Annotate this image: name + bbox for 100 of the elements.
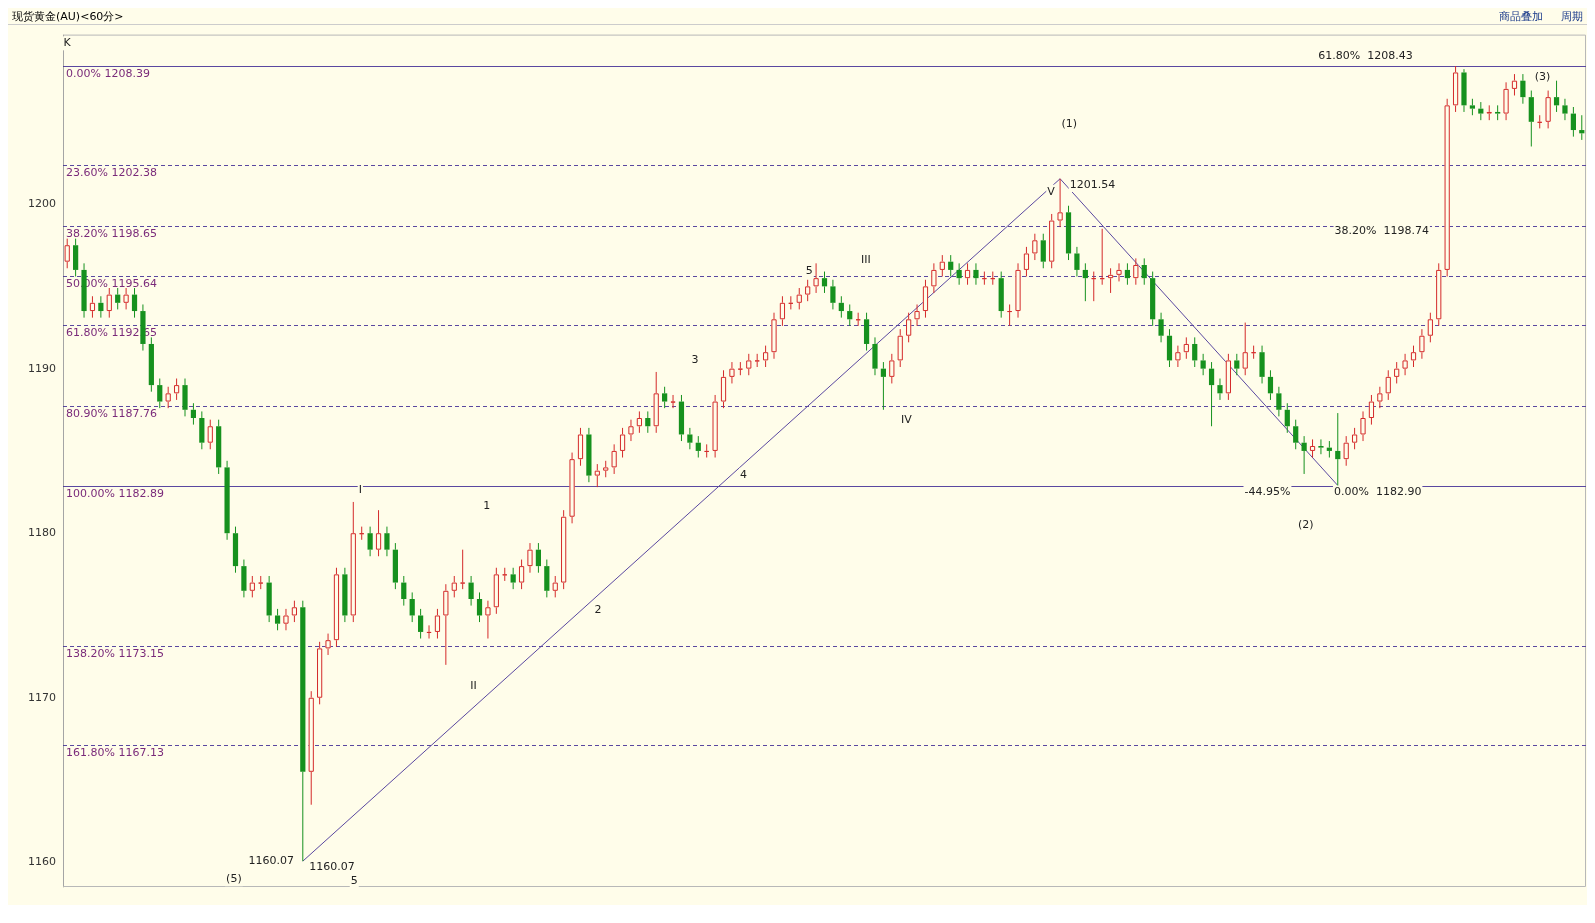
candlestick bbox=[1057, 178, 1063, 228]
candlestick bbox=[1259, 345, 1265, 384]
candlestick bbox=[1360, 410, 1366, 442]
candlestick bbox=[476, 591, 483, 623]
candlestick bbox=[308, 690, 314, 806]
candlestick bbox=[586, 427, 592, 483]
candlestick bbox=[1570, 106, 1576, 138]
candlestick bbox=[729, 361, 735, 384]
candlestick bbox=[1251, 345, 1257, 360]
candlestick bbox=[1469, 98, 1476, 116]
candlestick bbox=[518, 559, 525, 590]
candlestick bbox=[232, 526, 239, 574]
candlestick bbox=[367, 526, 373, 557]
candlestick bbox=[653, 371, 659, 434]
annotation: 5 bbox=[350, 874, 358, 888]
candlestick bbox=[1352, 427, 1358, 450]
candlestick bbox=[1545, 90, 1551, 129]
candlestick bbox=[788, 295, 794, 310]
candlestick bbox=[964, 262, 971, 286]
candlestick bbox=[1537, 114, 1543, 129]
candlestick bbox=[300, 600, 306, 862]
annotation: 38.20% 1198.74 bbox=[1334, 224, 1429, 238]
candlestick bbox=[148, 336, 154, 393]
candlestick bbox=[939, 254, 945, 277]
candlestick bbox=[1309, 438, 1316, 459]
candlestick bbox=[1049, 213, 1055, 269]
annotation: III bbox=[861, 253, 871, 267]
candlestick bbox=[1065, 205, 1072, 261]
candlestick bbox=[1150, 271, 1156, 327]
ref-line-label: 0.00% 1208.39 bbox=[66, 66, 150, 80]
candlestick bbox=[342, 567, 348, 623]
candlestick bbox=[577, 427, 584, 467]
candlestick bbox=[1208, 361, 1215, 427]
candlestick bbox=[678, 394, 685, 442]
candlestick bbox=[266, 575, 272, 623]
candlestick bbox=[704, 443, 710, 459]
candlestick bbox=[1343, 435, 1349, 467]
candlestick bbox=[1023, 246, 1030, 277]
candlestick bbox=[1099, 228, 1105, 286]
candlestick bbox=[720, 369, 727, 409]
annotation: II bbox=[470, 679, 477, 693]
candlestick bbox=[1175, 345, 1181, 368]
candlestick bbox=[779, 295, 786, 327]
annotation: 3 bbox=[691, 353, 699, 367]
candlestick bbox=[1007, 303, 1013, 327]
candlestick bbox=[207, 419, 213, 450]
candlestick bbox=[1402, 353, 1408, 376]
candlestick bbox=[1301, 435, 1307, 475]
candlestick bbox=[847, 303, 853, 327]
candlestick bbox=[889, 353, 895, 384]
ref-line-label: 38.20% 1198.65 bbox=[66, 226, 157, 240]
candlestick bbox=[392, 542, 398, 590]
candlestick bbox=[636, 410, 642, 434]
annotation: 2 bbox=[594, 603, 602, 617]
candlestick bbox=[527, 542, 533, 574]
annotation: 1160.07 bbox=[309, 860, 355, 874]
candlestick bbox=[1410, 345, 1417, 368]
candlestick bbox=[544, 559, 550, 598]
candlestick bbox=[1015, 262, 1021, 319]
candlestick bbox=[948, 254, 954, 277]
candlestick bbox=[931, 262, 937, 294]
candlestick bbox=[805, 279, 811, 302]
candlestick bbox=[451, 575, 457, 598]
candlestick bbox=[64, 238, 70, 269]
text: 商品叠加 bbox=[1499, 8, 1543, 24]
candlestick bbox=[1200, 353, 1206, 376]
candlestick bbox=[460, 549, 466, 590]
candlestick bbox=[317, 641, 323, 705]
candlestick bbox=[333, 567, 340, 648]
y-tick-label: 1160 bbox=[28, 855, 56, 869]
candlestick bbox=[1284, 402, 1290, 434]
candlestick bbox=[746, 353, 752, 376]
candlestick bbox=[561, 509, 567, 590]
candlestick bbox=[409, 591, 415, 623]
candlestick bbox=[115, 287, 121, 310]
candlestick bbox=[401, 575, 407, 607]
candlestick bbox=[603, 460, 609, 478]
candlestick bbox=[291, 600, 297, 623]
annotation: V bbox=[1047, 184, 1056, 198]
ref-line-label: 100.00% 1182.89 bbox=[66, 486, 164, 500]
candlestick bbox=[182, 378, 188, 417]
candlestick bbox=[569, 452, 575, 524]
annotation: -44.95% bbox=[1244, 485, 1291, 499]
candlestick bbox=[1074, 246, 1080, 277]
candlestick bbox=[1553, 80, 1560, 113]
candlestick bbox=[1394, 361, 1400, 384]
candlestick bbox=[199, 410, 205, 450]
y-tick-label: 1190 bbox=[28, 361, 56, 375]
candlestick bbox=[1133, 257, 1139, 286]
candlestick bbox=[190, 402, 197, 426]
chart-title: 现货黄金(AU)<60分> bbox=[12, 8, 124, 24]
annotation: 4 bbox=[740, 467, 748, 481]
candlestick bbox=[535, 542, 542, 574]
candlestick bbox=[594, 463, 600, 488]
candlestick bbox=[863, 312, 870, 352]
annotation: 5 bbox=[805, 264, 813, 278]
candlestick bbox=[359, 526, 365, 541]
candlestick bbox=[1091, 271, 1097, 302]
candlestick bbox=[1116, 262, 1122, 282]
candlestick bbox=[611, 443, 617, 475]
